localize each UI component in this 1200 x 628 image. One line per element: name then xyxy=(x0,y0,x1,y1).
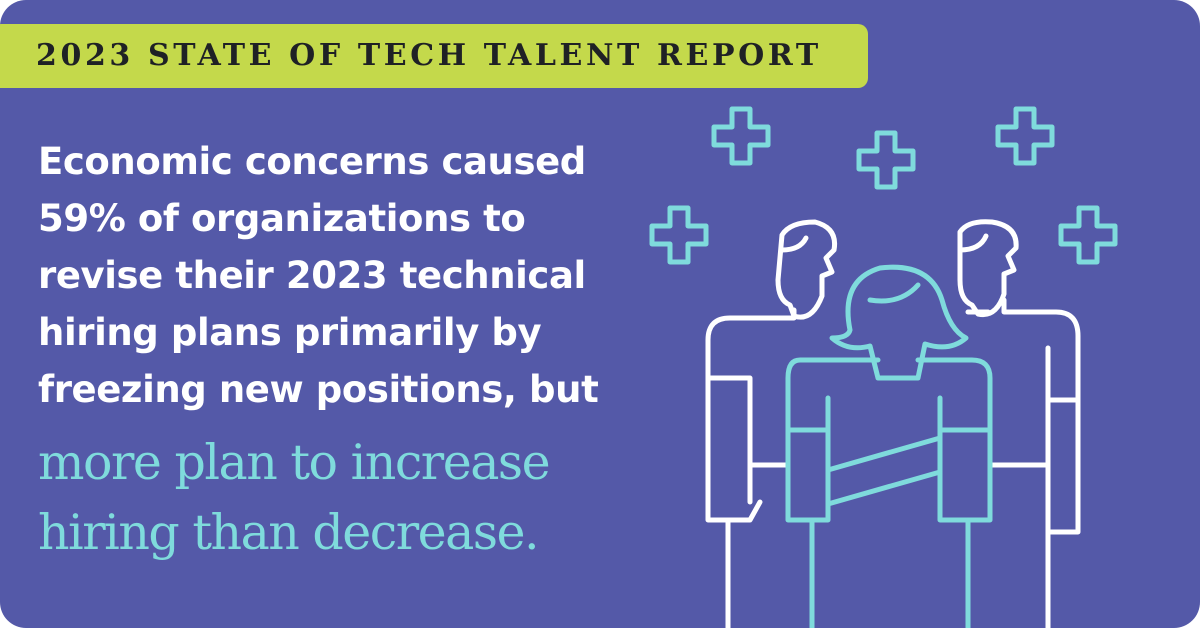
body-line: 59% of organizations to xyxy=(38,197,526,240)
body-line: hiring plans primarily by xyxy=(38,311,542,354)
banner-text: 2023 STATE OF TECH TALENT REPORT xyxy=(36,38,822,73)
body-line: freezing new positions, but xyxy=(38,368,599,411)
plus-icons xyxy=(652,109,1115,262)
highlight-line: more plan to increase xyxy=(38,434,551,491)
banner: 2023 STATE OF TECH TALENT REPORT xyxy=(0,24,868,88)
men xyxy=(705,219,1081,628)
body-line: Economic concerns caused xyxy=(38,140,586,183)
woman xyxy=(785,264,993,628)
body-line: revise their 2023 technical xyxy=(38,254,586,297)
highlight-line: hiring than decrease. xyxy=(38,504,540,561)
